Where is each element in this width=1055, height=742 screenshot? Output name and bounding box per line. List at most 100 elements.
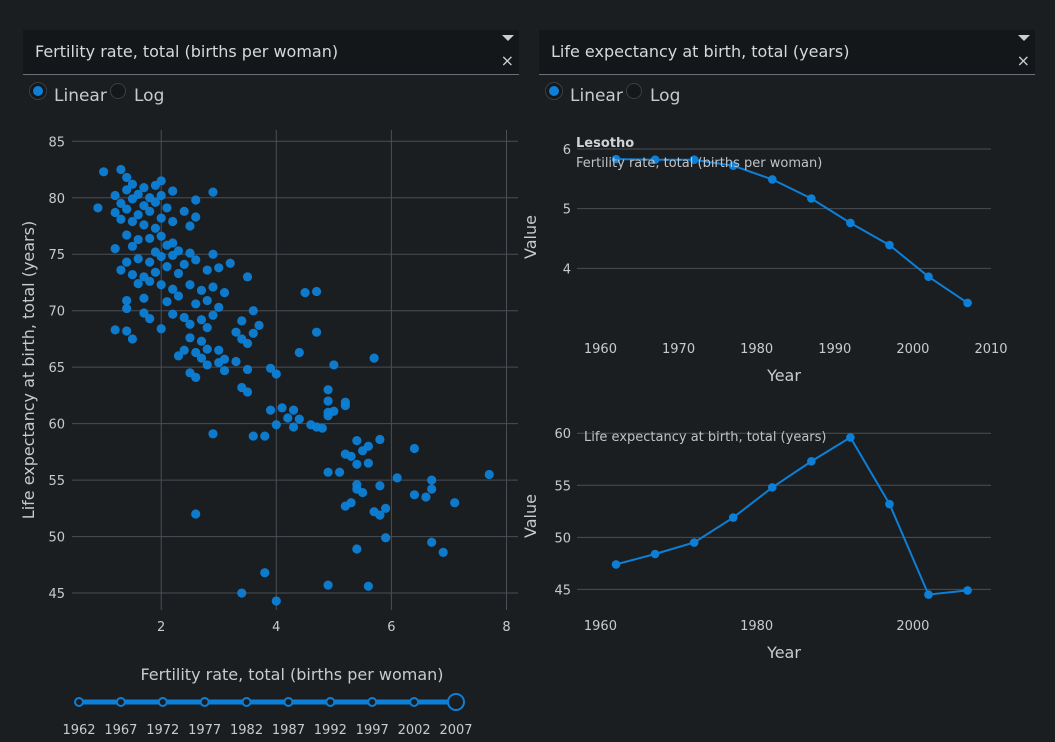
data-point — [127, 334, 138, 344]
data-point — [963, 586, 972, 595]
data-point — [127, 179, 138, 189]
data-point — [185, 248, 195, 258]
data-point — [116, 265, 126, 275]
data-point — [202, 323, 212, 333]
slider-mark-dot[interactable] — [157, 697, 168, 707]
data-point — [352, 544, 362, 554]
data-point — [767, 175, 777, 184]
radio-selected-icon[interactable] — [546, 83, 562, 99]
data-point — [611, 560, 621, 569]
data-point — [116, 214, 126, 224]
data-point — [168, 284, 178, 294]
data-point — [122, 204, 132, 214]
scatter-chart[interactable]: 2 4 6 8 45 50 55 60 65 70 75 80 85 Fertility rate, to… — [0, 110, 530, 690]
slider-mark-dot[interactable] — [367, 697, 378, 707]
life-expectancy-timeseries-chart[interactable]: 45 50 55 60 1960 1980 2000 Year Value Life expect… — [520, 405, 1055, 685]
data-point — [145, 314, 155, 324]
slider-mark-label[interactable]: 1992 — [314, 723, 347, 738]
data-point — [150, 197, 161, 207]
data-point — [202, 295, 212, 306]
slider-mark-label[interactable]: 2002 — [398, 723, 431, 738]
data-point — [484, 469, 494, 480]
slider-mark-dot[interactable] — [115, 697, 126, 707]
x-indicator-value: Fertility rate, total (births per woman) — [35, 42, 339, 61]
data-point — [145, 276, 155, 286]
data-point — [162, 262, 172, 272]
data-point — [323, 467, 333, 477]
slider-mark-dot[interactable] — [283, 697, 294, 707]
data-point — [963, 298, 972, 308]
data-point — [191, 212, 201, 222]
data-point — [846, 218, 855, 228]
data-point — [110, 325, 120, 335]
radio-unselected-icon[interactable] — [110, 83, 126, 99]
data-point — [168, 186, 178, 196]
data-point — [271, 420, 281, 430]
close-icon[interactable]: × — [500, 51, 514, 70]
data-point — [168, 250, 178, 260]
x-tick-label: 1970 — [662, 342, 695, 357]
data-point — [265, 405, 276, 415]
x-tick-label: 2 — [157, 620, 165, 635]
data-point — [208, 429, 218, 439]
data-point — [242, 338, 253, 349]
data-point — [156, 190, 166, 201]
data-point — [145, 233, 155, 244]
y-indicator-dropdown[interactable]: Life expectancy at birth, total (years) … — [539, 30, 1035, 75]
caret-down-icon[interactable] — [1018, 35, 1030, 41]
data-point — [225, 258, 235, 268]
y-tick-label: 75 — [48, 248, 65, 263]
data-point — [237, 588, 247, 598]
radio-selected-icon[interactable] — [30, 83, 46, 99]
data-point — [145, 206, 155, 216]
slider-mark-dot[interactable] — [409, 697, 420, 707]
data-point — [133, 254, 143, 264]
slider-mark-label[interactable]: 2007 — [439, 723, 472, 738]
data-point — [127, 216, 138, 227]
x-tick-label: 1960 — [584, 619, 617, 634]
y-tick-label: 80 — [48, 192, 65, 207]
data-point — [924, 590, 933, 599]
data-point — [329, 360, 339, 370]
data-point — [139, 220, 149, 230]
data-point — [438, 547, 448, 557]
data-point — [208, 282, 218, 292]
series-line — [616, 158, 969, 304]
data-point — [139, 308, 149, 318]
data-point — [288, 422, 299, 432]
data-point — [202, 265, 212, 275]
data-point — [191, 195, 201, 205]
slider-mark-label[interactable]: 1972 — [146, 723, 179, 738]
data-point — [237, 316, 247, 326]
year-slider[interactable]: 1962 1967 1972 1977 1982 1987 1992 1997 2002 2007 — [50, 688, 500, 742]
slider-handle[interactable] — [447, 693, 465, 711]
slider-mark-dot[interactable] — [241, 697, 252, 707]
data-point — [611, 154, 621, 164]
slider-mark-label[interactable]: 1962 — [62, 723, 95, 738]
close-icon[interactable]: × — [1016, 51, 1030, 70]
data-point — [427, 537, 437, 547]
slider-mark-dot[interactable] — [199, 697, 210, 707]
x-indicator-dropdown[interactable]: Fertility rate, total (births per woman)… — [23, 30, 519, 75]
slider-mark-dot[interactable] — [325, 697, 336, 707]
slider-mark-label[interactable]: 1967 — [104, 723, 137, 738]
slider-mark-label[interactable]: 1977 — [188, 723, 221, 738]
fertility-timeseries-chart[interactable]: 4 5 6 1960 1970 1980 1990 2000 2010 Year Value Leso… — [520, 118, 1055, 403]
caret-down-icon[interactable] — [502, 35, 514, 41]
slider-mark-label[interactable]: 1982 — [230, 723, 263, 738]
y-tick-label: 50 — [554, 531, 571, 546]
radio-unselected-icon[interactable] — [626, 83, 642, 99]
data-point — [352, 459, 362, 469]
data-point — [168, 216, 178, 227]
slider-mark-label[interactable]: 1997 — [356, 723, 389, 738]
data-point — [127, 194, 138, 204]
y-axis-title: Life expectancy at birth, total (years) — [19, 221, 38, 519]
x-tick-label: 6 — [387, 620, 395, 635]
data-point — [191, 347, 201, 358]
data-point — [156, 176, 166, 186]
data-point — [110, 190, 120, 201]
data-point — [375, 434, 385, 445]
data-point — [122, 326, 132, 336]
slider-mark-dot[interactable] — [74, 697, 84, 707]
slider-mark-label[interactable]: 1987 — [272, 723, 305, 738]
